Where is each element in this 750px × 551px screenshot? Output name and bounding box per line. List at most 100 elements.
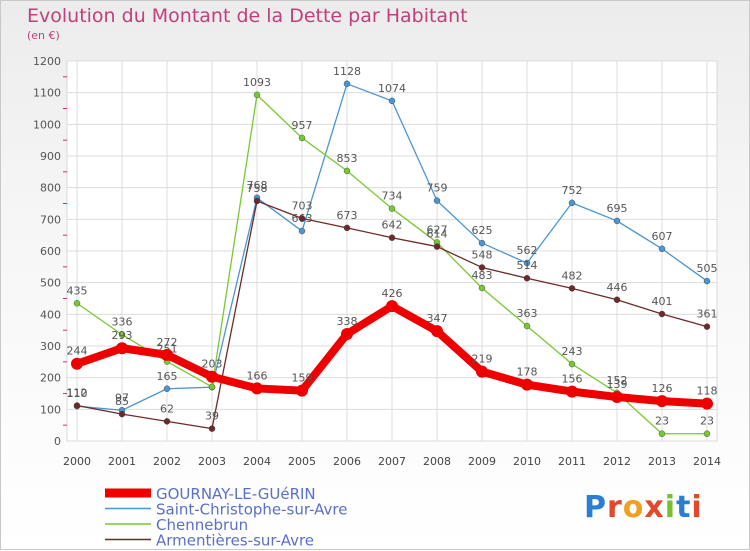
data-label: 336 <box>112 316 133 329</box>
data-point <box>703 430 711 437</box>
data-point <box>611 390 623 403</box>
legend-label: Armentières-sur-Avre <box>156 532 314 550</box>
data-point <box>478 284 486 292</box>
y-tick-label: 300 <box>40 340 61 353</box>
data-label: 695 <box>607 202 628 215</box>
data-point <box>208 425 216 432</box>
data-label: 363 <box>517 307 538 320</box>
data-label: 1074 <box>378 82 406 95</box>
data-label: 505 <box>697 262 718 275</box>
data-point <box>296 384 308 397</box>
x-tick-label: 2009 <box>468 455 496 468</box>
data-label: 126 <box>652 382 673 395</box>
x-tick-label: 2005 <box>288 455 316 468</box>
data-label: 347 <box>427 312 448 325</box>
data-label: 156 <box>562 373 583 386</box>
data-label: 110 <box>67 387 88 400</box>
legend-label: Chennebrun <box>156 516 248 534</box>
data-point <box>523 322 531 330</box>
y-tick-label: 500 <box>40 277 61 290</box>
data-point <box>433 243 441 250</box>
chart-title: Evolution du Montant de la Dette par Hab… <box>27 5 468 27</box>
data-point <box>253 91 261 99</box>
x-tick-label: 2013 <box>648 455 676 468</box>
data-label: 1093 <box>243 76 271 89</box>
data-point <box>703 323 711 330</box>
data-point <box>71 357 83 370</box>
data-point <box>341 327 353 340</box>
data-label: 39 <box>205 410 219 423</box>
data-label: 768 <box>247 179 268 192</box>
data-label: 625 <box>472 224 493 237</box>
y-tick-label: 400 <box>40 308 61 321</box>
data-point <box>433 197 441 204</box>
data-point <box>388 205 396 212</box>
x-tick-label: 2002 <box>153 455 181 468</box>
x-tick-label: 2003 <box>198 455 226 468</box>
logo-letter: o <box>622 490 645 525</box>
y-tick-label: 800 <box>40 182 61 195</box>
x-tick-label: 2014 <box>693 455 721 468</box>
data-point <box>298 215 306 222</box>
legend-label: GOURNAY-LE-GUéRIN <box>156 485 316 503</box>
data-label: 853 <box>337 152 358 165</box>
y-tick-label: 1000 <box>33 118 61 131</box>
data-point <box>343 167 351 175</box>
data-point <box>118 331 126 338</box>
data-point <box>656 395 668 408</box>
y-tick-label: 100 <box>40 403 61 416</box>
data-point <box>73 402 81 409</box>
data-label: 62 <box>160 402 174 415</box>
data-point <box>568 199 576 207</box>
data-point <box>161 348 173 361</box>
data-label: 614 <box>427 228 448 241</box>
data-label: 244 <box>67 345 88 358</box>
series-2: 4353362511093957853734627483363243152232… <box>67 76 714 437</box>
data-label: 361 <box>697 308 718 321</box>
logo-letter: t <box>676 490 692 525</box>
data-label: 957 <box>292 119 313 132</box>
data-point <box>206 370 218 383</box>
data-label: 1128 <box>333 65 361 78</box>
proxiti-logo: Proxiti <box>584 490 703 525</box>
data-point <box>388 234 396 241</box>
data-label: 673 <box>337 209 358 222</box>
data-point <box>343 224 351 232</box>
data-point <box>116 342 128 355</box>
series-3: 112 85 62 39 758 703 673 642 614 548 514 482 446 401 3… <box>67 182 718 432</box>
legend: GOURNAY-LE-GUéRINSaint-Christophe-sur-Av… <box>105 485 347 550</box>
x-tick-label: 2006 <box>333 455 361 468</box>
data-point <box>521 378 533 391</box>
data-point <box>658 430 666 437</box>
data-label: 514 <box>517 259 538 272</box>
x-tick-label: 2000 <box>63 455 91 468</box>
logo-letter: i <box>691 490 703 525</box>
data-label: 338 <box>337 315 358 328</box>
chart-subtitle: (en €) <box>27 29 60 42</box>
data-label: 112 <box>67 387 88 400</box>
data-label: 435 <box>67 284 88 297</box>
data-label: 758 <box>247 182 268 195</box>
data-point <box>568 360 576 368</box>
data-label: 178 <box>517 366 538 379</box>
data-point <box>163 418 171 425</box>
data-point <box>523 259 531 267</box>
data-point <box>701 397 713 410</box>
data-label: 607 <box>652 230 673 243</box>
data-label: 642 <box>382 219 403 232</box>
data-point <box>613 217 621 225</box>
data-label: 752 <box>562 184 583 197</box>
data-label: 401 <box>652 295 673 308</box>
data-point <box>118 410 126 418</box>
x-tick-label: 2010 <box>513 455 541 468</box>
logo-letter: x <box>644 490 665 525</box>
y-tick-label: 700 <box>40 213 61 226</box>
data-point <box>253 197 261 205</box>
data-label: 23 <box>700 415 714 428</box>
data-label: 734 <box>382 190 403 203</box>
data-label: 426 <box>382 287 403 300</box>
data-label: 203 <box>202 358 223 371</box>
y-tick-label: 1200 <box>33 55 61 68</box>
